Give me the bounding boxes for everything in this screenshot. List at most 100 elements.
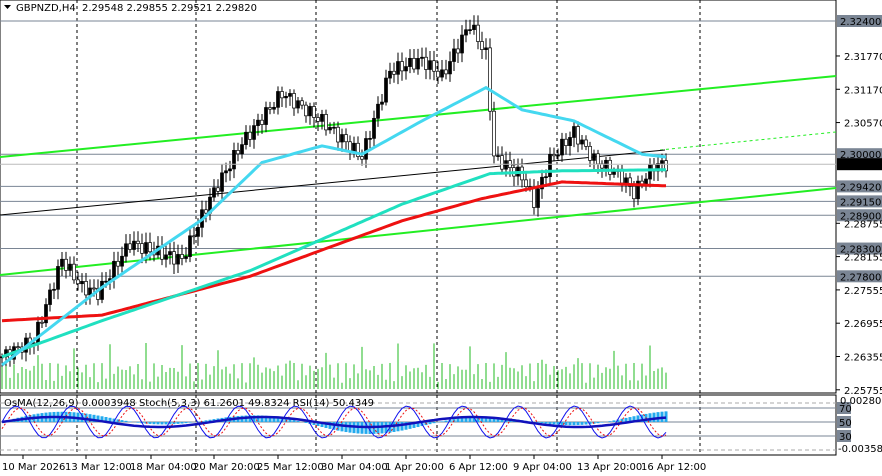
candle: [304, 101, 308, 123]
candle: [76, 271, 80, 291]
price-tick-label: 2.31170: [844, 85, 882, 96]
candle-body: [460, 34, 464, 54]
candle-body: [324, 114, 328, 131]
candle: [252, 118, 256, 149]
candle: [444, 59, 448, 80]
candle-body: [224, 170, 228, 174]
candle: [172, 241, 176, 275]
current-price-label: 2.29820: [840, 160, 881, 171]
candle: [412, 48, 416, 73]
candle: [588, 141, 592, 167]
candle-body: [36, 321, 40, 344]
osc-level-bg: [837, 430, 851, 442]
candle: [128, 234, 132, 253]
candle-body: [500, 155, 504, 170]
candle: [492, 101, 496, 164]
candle-body: [592, 153, 596, 161]
candle: [264, 101, 268, 133]
candle-body: [424, 56, 428, 70]
candle-body: [124, 243, 128, 257]
candle-body: [444, 69, 448, 75]
candle: [232, 142, 236, 179]
candle-body: [352, 142, 356, 152]
level-label-bg: [837, 242, 882, 255]
candle: [308, 102, 312, 125]
candle-body: [212, 187, 216, 198]
level-label-bg: [837, 148, 882, 161]
candle: [636, 175, 640, 206]
ohlc-values: 2.29548 2.29855 2.29521 2.29820: [82, 3, 257, 14]
candle-body: [60, 258, 64, 267]
candle: [204, 200, 208, 223]
candle-body: [168, 251, 172, 256]
candle: [164, 244, 168, 268]
candle: [116, 251, 120, 276]
candle-body: [48, 289, 52, 305]
candle: [400, 52, 404, 81]
candle: [244, 125, 248, 150]
candle: [328, 122, 332, 134]
candle-body: [576, 126, 580, 145]
candle: [360, 149, 364, 166]
candle: [464, 19, 468, 43]
candle-body: [400, 61, 404, 72]
level-label: 2.30000: [840, 150, 881, 161]
candle-body: [540, 176, 544, 190]
candle: [564, 133, 568, 155]
level-label-bg: [837, 195, 882, 208]
candle-body: [544, 176, 548, 179]
candle-body: [292, 93, 296, 109]
candle-body: [204, 209, 208, 214]
candle: [136, 231, 140, 253]
candle: [608, 156, 612, 181]
candle-body: [164, 254, 168, 260]
candle: [184, 246, 188, 263]
candle-body: [232, 150, 236, 170]
candle: [240, 137, 244, 159]
candle-body: [432, 60, 436, 72]
candle-body: [440, 69, 444, 78]
candle-body: [596, 153, 600, 165]
candle-body: [552, 154, 556, 157]
candle-body: [560, 138, 564, 156]
candle-body: [148, 242, 152, 253]
time-label: 13 Apr 20:00: [577, 462, 642, 473]
candle: [340, 128, 344, 152]
candle: [212, 179, 216, 202]
candle-body: [328, 127, 332, 131]
price-tick-label: 2.30570: [844, 119, 882, 130]
candle: [60, 252, 64, 277]
candle-body: [64, 258, 68, 271]
candle-body: [296, 100, 300, 109]
candle: [268, 101, 272, 115]
candle: [480, 31, 484, 60]
candle: [72, 256, 76, 284]
candle-body: [244, 131, 248, 145]
candle-body: [660, 160, 664, 164]
candle: [408, 49, 412, 74]
candle-body: [420, 56, 424, 59]
candle-body: [180, 254, 184, 259]
ma-slow-line: [1, 180, 667, 323]
candle: [64, 251, 68, 279]
candle: [572, 120, 576, 148]
candle: [56, 259, 60, 300]
candle: [576, 121, 580, 153]
level-label: 2.29150: [840, 197, 881, 208]
candle-body: [76, 279, 80, 285]
time-label: 13 Mar 12:00: [65, 462, 132, 473]
candle-body: [372, 117, 376, 139]
candle-body: [312, 106, 316, 118]
candle-body: [384, 77, 388, 103]
candle-body: [584, 139, 588, 147]
stoch-signal-line: [1, 407, 667, 437]
candle-body: [256, 119, 260, 126]
candle: [224, 162, 228, 183]
time-label: 18 Mar 04:00: [130, 462, 197, 473]
candle-body: [100, 280, 104, 300]
candle-body: [140, 243, 144, 254]
candle: [500, 146, 504, 174]
candle: [548, 147, 552, 185]
candle: [256, 113, 260, 136]
